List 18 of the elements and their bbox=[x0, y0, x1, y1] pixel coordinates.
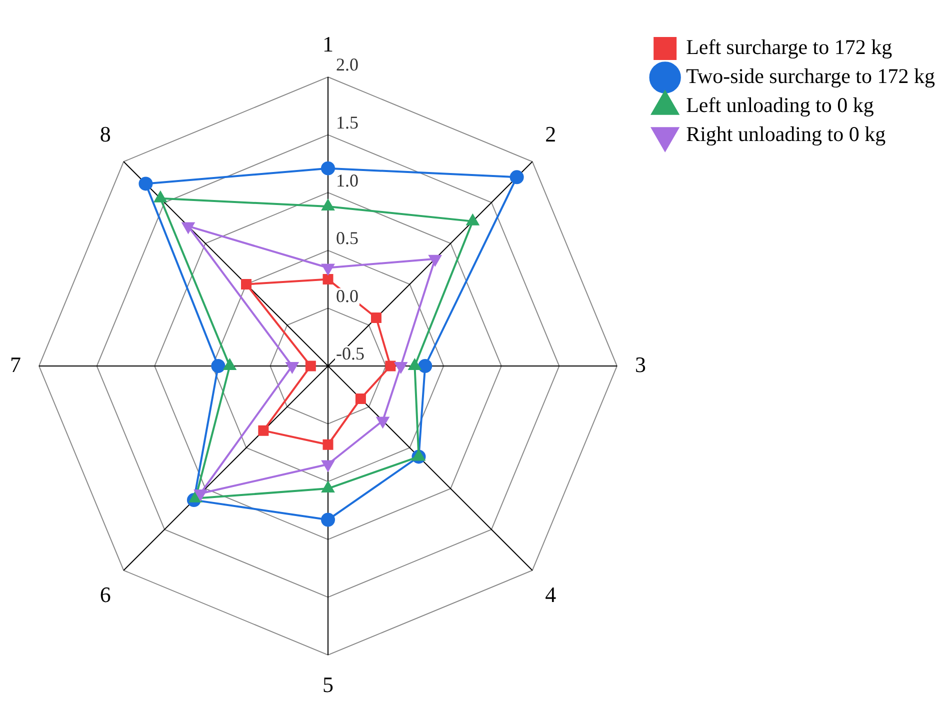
y-tick-label: 0.0 bbox=[336, 286, 358, 306]
spoke-label: 3 bbox=[635, 352, 646, 377]
spoke-label: 7 bbox=[10, 352, 21, 377]
spoke-label: 1 bbox=[322, 32, 334, 57]
y-tick-label: 1.5 bbox=[336, 112, 358, 133]
spoke-label: 6 bbox=[100, 582, 111, 608]
legend-label: Left unloading to 0 kg bbox=[686, 93, 874, 118]
legend-label: Right unloading to 0 kg bbox=[686, 122, 886, 146]
y-tick-label: -0.5 bbox=[336, 344, 364, 364]
spoke-label: 4 bbox=[545, 582, 556, 608]
legend-label: Left surcharge to 172 kg bbox=[686, 35, 893, 60]
legend-label: Two-side surcharge to 172 kg bbox=[686, 64, 936, 88]
spoke-label: 5 bbox=[322, 672, 334, 697]
y-tick-label: 0.5 bbox=[336, 228, 358, 248]
y-tick-label: 2.0 bbox=[336, 54, 358, 75]
spoke-label: 2 bbox=[545, 122, 556, 146]
spoke-label: 8 bbox=[100, 122, 111, 146]
y-tick-label: 1.0 bbox=[336, 170, 358, 190]
